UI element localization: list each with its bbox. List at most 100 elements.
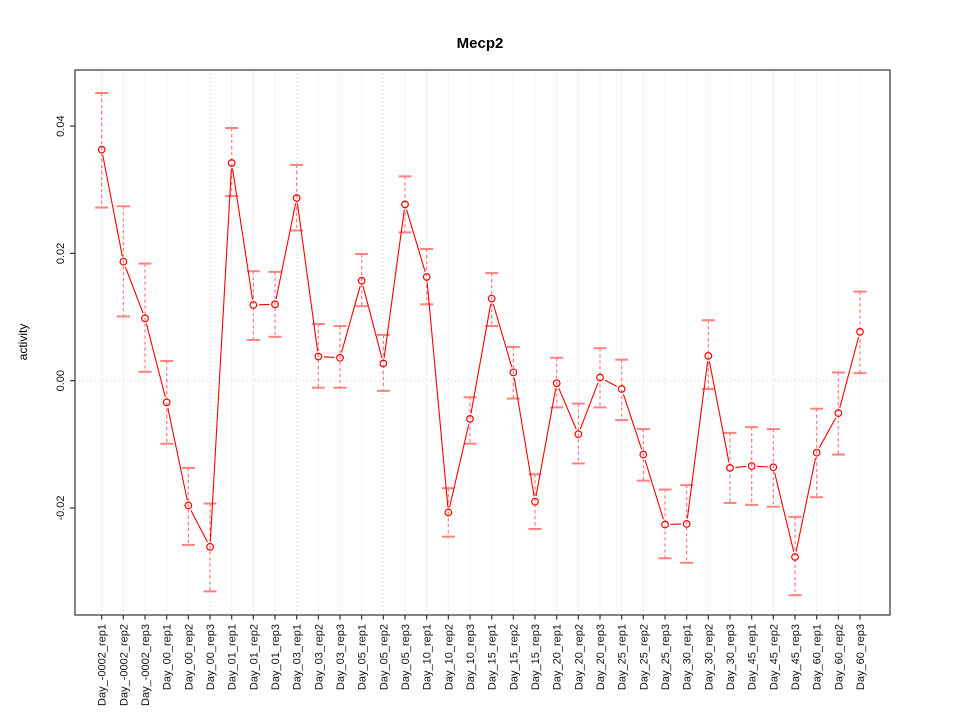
line-segment <box>426 282 449 508</box>
data-point <box>509 368 518 377</box>
x-tick-label: Day_10_rep1 <box>422 624 434 690</box>
x-tick-label: Day_30_rep3 <box>725 624 737 690</box>
line-segment <box>209 168 232 542</box>
line-segment <box>558 388 577 430</box>
x-tick-label: Day_60_rep3 <box>855 624 867 690</box>
x-tick-label: Day_01_rep1 <box>227 624 239 690</box>
data-point <box>834 409 843 418</box>
y-tick-label: -0.02 <box>55 495 67 520</box>
line-segment <box>604 379 618 387</box>
data-point <box>119 257 128 266</box>
error-bars <box>95 92 867 597</box>
line-segment <box>757 465 768 468</box>
data-point <box>379 359 388 368</box>
data-point <box>487 294 496 303</box>
line-segment <box>449 424 470 508</box>
data-point <box>227 159 236 167</box>
data-point <box>422 273 431 281</box>
data-point <box>466 414 474 423</box>
data-point <box>162 398 171 407</box>
x-tick-label: Day_15_rep3 <box>530 624 542 690</box>
data-point <box>682 520 691 528</box>
data-point <box>661 520 669 529</box>
line-segment <box>145 323 166 398</box>
x-tick-label: Day_30_rep1 <box>682 624 694 690</box>
data-point <box>574 430 583 439</box>
data-point <box>292 194 301 202</box>
x-tick-label: Day_00_rep1 <box>162 624 174 690</box>
x-tick-label: Day_60_rep2 <box>833 624 845 690</box>
line-segment <box>275 203 297 300</box>
data-point <box>726 464 734 472</box>
x-tick-label: Day_05_rep2 <box>378 624 390 690</box>
x-tick-label: Day_25_rep3 <box>660 624 672 690</box>
line-segment <box>686 361 709 519</box>
data-points <box>97 145 864 561</box>
x-tick-label: Day_-0002_rep2 <box>118 624 130 706</box>
data-point <box>249 301 258 309</box>
x-tick-label: Day_00_rep3 <box>205 624 217 690</box>
y-tick-label: 0.02 <box>55 243 67 264</box>
data-point <box>206 542 214 551</box>
line-segment <box>102 154 123 257</box>
x-tick-label: Day_10_rep2 <box>443 624 455 690</box>
line-segment <box>167 407 188 501</box>
chart-title: Mecp2 <box>457 35 504 52</box>
line-segment <box>644 459 664 520</box>
x-tick-label: Day_45_rep3 <box>790 624 802 690</box>
x-tick-label: Day_20_rep1 <box>552 624 564 690</box>
data-point <box>444 508 453 517</box>
data-point <box>401 200 409 209</box>
data-point <box>856 327 864 336</box>
data-point <box>357 276 366 285</box>
x-tick-label: Day_01_rep3 <box>270 624 282 690</box>
x-tick-label: Day_45_rep2 <box>768 624 780 690</box>
x-axis: Day_-0002_rep1 Day_-0002_rep2 Day_-0002_re… <box>97 615 867 706</box>
data-point <box>791 553 799 561</box>
data-point <box>314 352 323 361</box>
x-tick-label: Day_-0002_rep1 <box>97 624 109 706</box>
line-segment <box>818 417 837 449</box>
x-tick-label: Day_05_rep3 <box>400 624 412 690</box>
x-tick-label: Day_45_rep1 <box>747 624 759 690</box>
line-segment <box>231 168 254 300</box>
y-axis: -0.02 0.00 0.02 0.04 <box>55 115 75 521</box>
plot-border <box>74 69 891 616</box>
line-segment <box>535 388 557 497</box>
line-segment <box>735 465 747 468</box>
data-point <box>531 497 539 506</box>
data-point <box>271 300 279 309</box>
line-segment <box>839 336 860 408</box>
line-segment <box>470 303 492 414</box>
data-point <box>552 379 561 388</box>
line-segment <box>492 303 513 368</box>
x-tick-label: Day_60_rep1 <box>812 624 824 690</box>
line-segment <box>622 394 643 450</box>
line-segment <box>296 203 319 352</box>
x-tick-label: Day_01_rep2 <box>248 624 260 690</box>
line-segment <box>795 457 817 552</box>
x-tick-label: Day_25_rep2 <box>638 624 650 690</box>
x-tick-label: Day_20_rep3 <box>595 624 607 690</box>
line-segment <box>774 472 795 552</box>
gridlines <box>75 70 890 615</box>
data-point <box>596 373 604 382</box>
line-segment <box>513 377 535 497</box>
line-segment <box>406 209 426 272</box>
line-segment <box>362 285 383 359</box>
line-segment <box>124 266 144 314</box>
x-tick-label: Day_25_rep1 <box>617 624 629 690</box>
x-tick-label: Day_10_rep3 <box>465 624 477 690</box>
line-segment <box>340 285 361 353</box>
data-point <box>184 501 193 510</box>
y-tick-label: 0.00 <box>55 370 67 391</box>
y-tick-label: 0.04 <box>55 115 67 136</box>
x-tick-label: Day_-0002_rep3 <box>140 624 152 706</box>
data-point <box>639 450 648 459</box>
data-point <box>769 463 778 472</box>
x-tick-label: Day_15_rep2 <box>508 624 520 690</box>
x-tick-label: Day_30_rep2 <box>703 624 715 690</box>
x-tick-label: Day_20_rep2 <box>573 624 585 690</box>
